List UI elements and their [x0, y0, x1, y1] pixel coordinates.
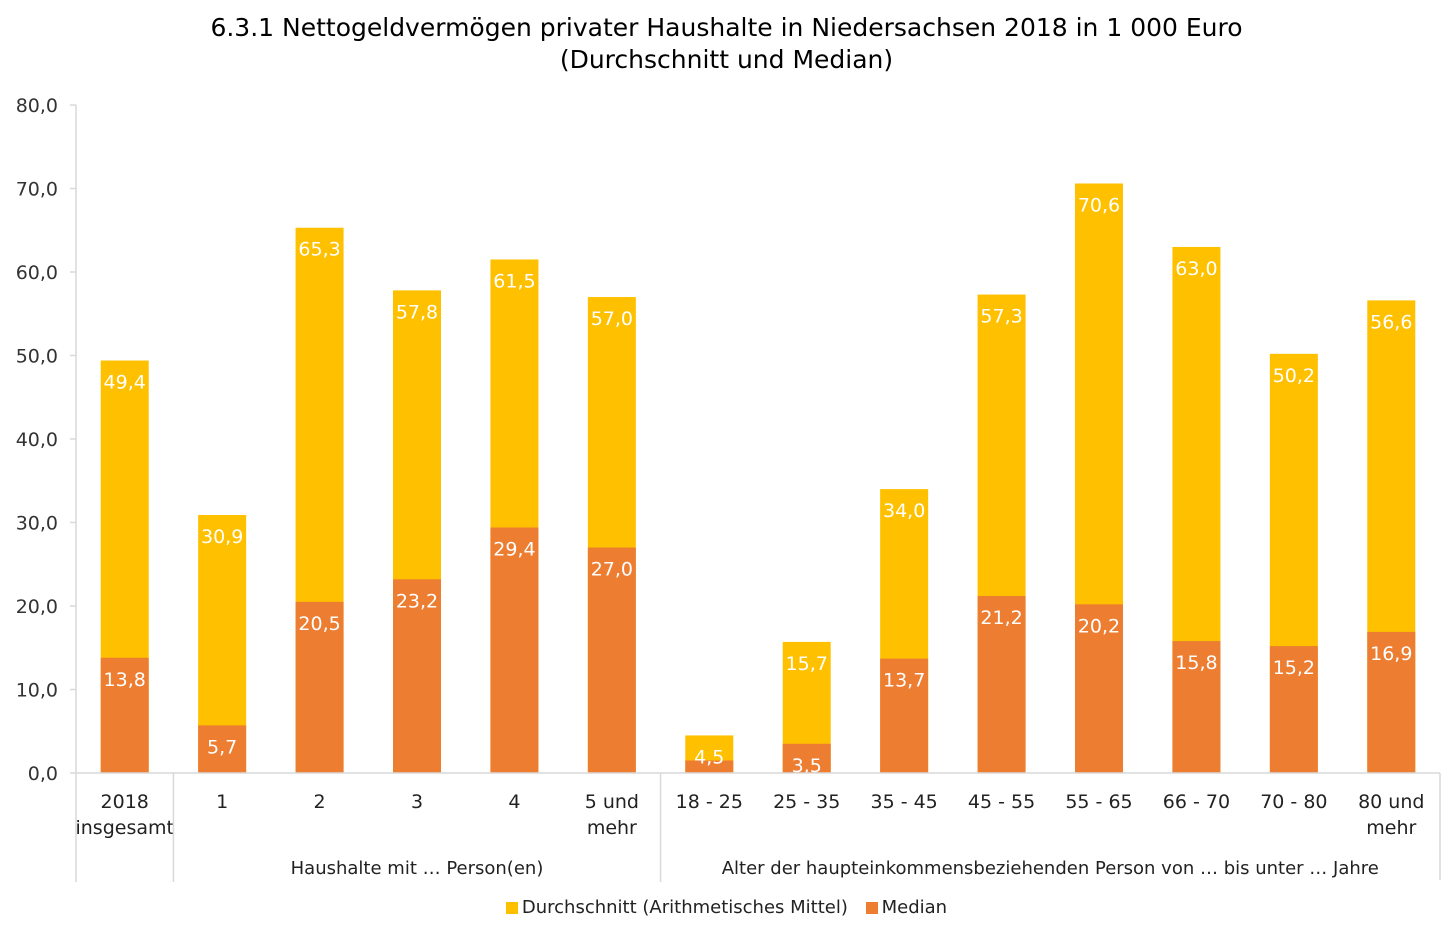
legend-label-mean: Durchschnitt (Arithmetisches Mittel) — [521, 897, 848, 918]
data-label-median: 27,0 — [591, 559, 633, 581]
y-tick-label: 30,0 — [16, 513, 58, 535]
x-group-label: Haushalte mit … Person(en) — [291, 858, 544, 879]
data-label-median: 13,8 — [104, 669, 146, 691]
data-label-median: 15,8 — [1175, 652, 1217, 674]
x-category-label: 4 — [508, 791, 520, 813]
y-tick-label: 80,0 — [16, 95, 58, 117]
legend: Durchschnitt (Arithmetisches Mittel) Med… — [0, 897, 1453, 919]
x-category-label: 18 - 25 — [676, 791, 743, 813]
legend-swatch-median — [865, 901, 878, 914]
data-label-mean: 56,6 — [1370, 311, 1412, 333]
x-category-label: 2018 — [101, 791, 149, 813]
bar-median — [977, 595, 1026, 773]
x-category-label: 2 — [314, 791, 326, 813]
x-category-label: 25 - 35 — [773, 791, 840, 813]
bar-median — [100, 657, 149, 773]
bar-median — [880, 658, 929, 773]
legend-swatch-mean — [505, 901, 518, 914]
data-label-median: 5,7 — [207, 736, 237, 758]
data-label-mean: 57,3 — [980, 306, 1022, 328]
data-label-median: 20,5 — [298, 613, 340, 635]
data-label-mean: 57,0 — [591, 308, 633, 330]
data-label-mean: 70,6 — [1078, 194, 1120, 216]
y-tick-label: 20,0 — [16, 596, 58, 618]
bar-median — [1075, 604, 1123, 773]
data-label-median: 15,2 — [1273, 657, 1315, 679]
data-label-median: 20,2 — [1078, 615, 1120, 637]
data-label-mean: 49,4 — [104, 372, 146, 394]
y-tick-label: 40,0 — [16, 429, 58, 451]
y-tick-label: 60,0 — [16, 262, 58, 284]
bar-median — [393, 579, 441, 773]
x-category-label: 80 und — [1358, 791, 1424, 813]
y-tick-label: 50,0 — [16, 346, 58, 368]
bar-median — [1172, 641, 1221, 773]
legend-item-median: Median — [865, 897, 948, 918]
data-label-median: 16,9 — [1370, 643, 1412, 665]
chart-title: 6.3.1 Nettogeldvermögen privater Haushal… — [0, 12, 1453, 76]
data-label-median: 21,2 — [980, 607, 1022, 629]
legend-item-mean: Durchschnitt (Arithmetisches Mittel) — [505, 897, 848, 918]
data-label-mean: 61,5 — [493, 270, 535, 292]
x-category-label: mehr — [587, 817, 637, 839]
data-label-mean: 15,7 — [786, 653, 828, 675]
x-category-label: 66 - 70 — [1163, 791, 1230, 813]
data-label-mean: 63,0 — [1175, 258, 1217, 280]
data-label-mean: 30,9 — [201, 526, 243, 548]
x-category-label: 5 und — [585, 791, 639, 813]
data-label-median: 23,2 — [396, 590, 438, 612]
data-label-median: 1,5 — [694, 771, 724, 793]
data-label-median: 3,5 — [792, 755, 822, 777]
x-category-label: 3 — [411, 791, 423, 813]
x-category-label: 70 - 80 — [1260, 791, 1327, 813]
x-category-label: insgesamt — [75, 817, 173, 839]
bar-median — [295, 601, 344, 773]
chart-title-line2: (Durchschnitt und Median) — [559, 45, 894, 74]
x-category-label: mehr — [1366, 817, 1416, 839]
data-label-median: 29,4 — [493, 539, 535, 561]
x-category-label: 1 — [216, 791, 228, 813]
bar-median — [1367, 631, 1416, 773]
x-group-label: Alter der haupteinkommensbeziehenden Per… — [722, 858, 1379, 879]
bar-median — [1269, 646, 1318, 773]
data-label-mean: 50,2 — [1273, 365, 1315, 387]
bar-median — [587, 547, 636, 773]
x-category-label: 55 - 65 — [1065, 791, 1132, 813]
x-category-label: 35 - 45 — [870, 791, 937, 813]
legend-label-median: Median — [881, 897, 948, 918]
bar-median — [782, 743, 831, 773]
y-tick-label: 10,0 — [16, 680, 58, 702]
chart-title-line1: 6.3.1 Nettogeldvermögen privater Haushal… — [210, 13, 1243, 42]
y-tick-label: 70,0 — [16, 179, 58, 201]
data-label-median: 13,7 — [883, 670, 925, 692]
data-label-mean: 4,5 — [694, 746, 724, 768]
y-tick-label: 0,0 — [28, 763, 58, 785]
bar-median — [490, 527, 539, 773]
data-label-mean: 65,3 — [298, 239, 340, 261]
bar-median — [685, 760, 734, 773]
bar-median — [198, 725, 247, 773]
data-label-mean: 34,0 — [883, 500, 925, 522]
data-label-mean: 57,8 — [396, 301, 438, 323]
x-category-label: 45 - 55 — [968, 791, 1035, 813]
